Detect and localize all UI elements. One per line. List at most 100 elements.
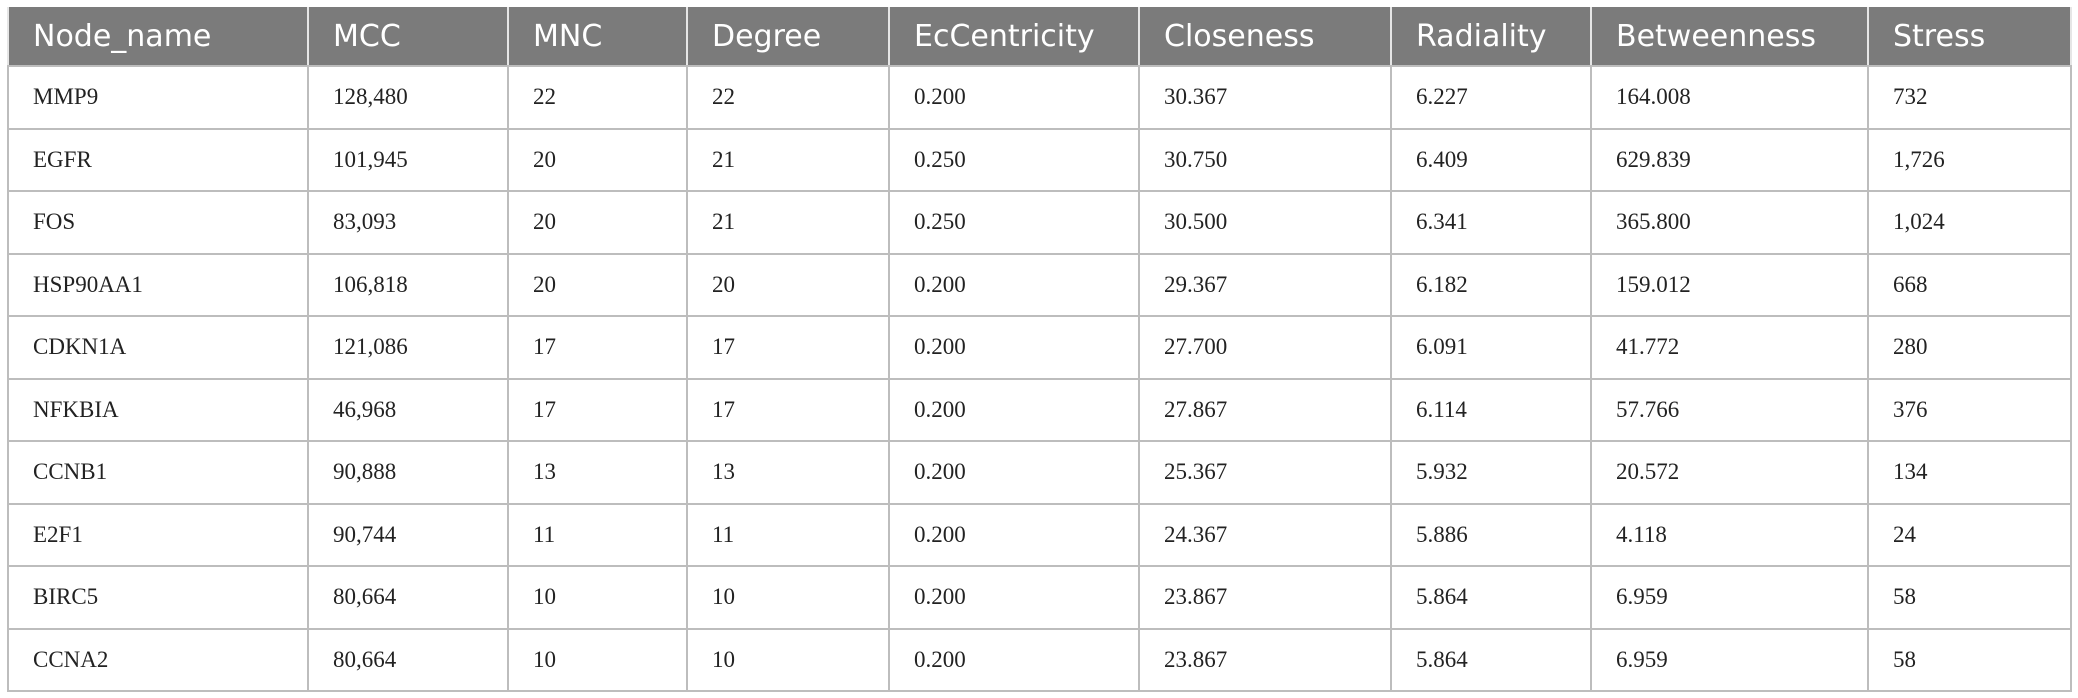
table-cell: 106,818: [307, 252, 509, 317]
table-cell: 6.227: [1390, 65, 1592, 130]
table-body: MMP9 128,480 22 22 0.200 30.367 6.227 164.008 73…: [7, 65, 2072, 692]
table-cell: 732: [1867, 65, 2072, 130]
table-cell: 21: [686, 127, 890, 192]
table-cell: 0.200: [888, 315, 1140, 380]
header-cell: Betweenness: [1590, 7, 1869, 67]
table-cell: 5.864: [1390, 565, 1592, 630]
table-cell: 20: [507, 127, 688, 192]
table-cell: BIRC5: [7, 565, 309, 630]
table-cell: 280: [1867, 315, 2072, 380]
table-cell: 46,968: [307, 377, 509, 442]
table-header: Node_name MCC MNC Degree EcCentricity Closene…: [7, 7, 2072, 67]
table-cell: 6.409: [1390, 127, 1592, 192]
table-cell: 24.367: [1138, 502, 1392, 567]
table-cell: 1,726: [1867, 127, 2072, 192]
table-cell: 30.367: [1138, 65, 1392, 130]
table-cell: 80,664: [307, 627, 509, 692]
header-cell: Closeness: [1138, 7, 1392, 67]
table-cell: 6.114: [1390, 377, 1592, 442]
table-cell: 376: [1867, 377, 2072, 442]
table-cell: 629.839: [1590, 127, 1869, 192]
table-cell: 25.367: [1138, 440, 1392, 505]
table-cell: 5.864: [1390, 627, 1592, 692]
table-cell: 24: [1867, 502, 2072, 567]
table-cell: 30.750: [1138, 127, 1392, 192]
table-cell: 13: [507, 440, 688, 505]
table-cell: 6.959: [1590, 627, 1869, 692]
table-cell: 10: [507, 627, 688, 692]
table-cell: HSP90AA1: [7, 252, 309, 317]
header-cell: EcCentricity: [888, 7, 1140, 67]
table-cell: 57.766: [1590, 377, 1869, 442]
header-cell: Degree: [686, 7, 890, 67]
table-cell: 0.250: [888, 190, 1140, 255]
table-cell: 0.250: [888, 127, 1140, 192]
table-cell: 22: [686, 65, 890, 130]
table-cell: 10: [686, 565, 890, 630]
table-cell: 0.200: [888, 502, 1140, 567]
table-cell: 17: [686, 377, 890, 442]
table-cell: 17: [507, 377, 688, 442]
table-cell: CCNB1: [7, 440, 309, 505]
table-cell: 6.341: [1390, 190, 1592, 255]
table-cell: 101,945: [307, 127, 509, 192]
table-cell: 22: [507, 65, 688, 130]
table-cell: 121,086: [307, 315, 509, 380]
table-cell: 23.867: [1138, 565, 1392, 630]
table-cell: 29.367: [1138, 252, 1392, 317]
table-cell: CDKN1A: [7, 315, 309, 380]
table-cell: 41.772: [1590, 315, 1869, 380]
table-cell: 90,888: [307, 440, 509, 505]
table-cell: 11: [686, 502, 890, 567]
table-cell: 1,024: [1867, 190, 2072, 255]
data-table: Node_name MCC MNC Degree EcCentricity Closene…: [7, 7, 2072, 692]
table-cell: 23.867: [1138, 627, 1392, 692]
table-cell: 0.200: [888, 565, 1140, 630]
table-cell: 13: [686, 440, 890, 505]
table-cell: 20: [507, 190, 688, 255]
table-cell: 21: [686, 190, 890, 255]
table-cell: 0.200: [888, 65, 1140, 130]
table-cell: 0.200: [888, 440, 1140, 505]
header-cell: Stress: [1867, 7, 2072, 67]
table-row: BIRC5 80,664 10 10 0.200 23.867 5.864 6.959 58: [7, 565, 2072, 630]
table-cell: 4.118: [1590, 502, 1869, 567]
header-cell: Node_name: [7, 7, 309, 67]
table-container: Node_name MCC MNC Degree EcCentricity Closene…: [7, 7, 2072, 692]
table-cell: 10: [686, 627, 890, 692]
table-cell: 365.800: [1590, 190, 1869, 255]
table-cell: 11: [507, 502, 688, 567]
table-cell: 58: [1867, 565, 2072, 630]
table-row: FOS 83,093 20 21 0.250 30.500 6.341 365.800 1,02…: [7, 190, 2072, 255]
table-cell: E2F1: [7, 502, 309, 567]
table-cell: 17: [686, 315, 890, 380]
table-cell: 5.932: [1390, 440, 1592, 505]
table-cell: 6.182: [1390, 252, 1592, 317]
table-cell: 5.886: [1390, 502, 1592, 567]
table-cell: 17: [507, 315, 688, 380]
table-cell: CCNA2: [7, 627, 309, 692]
table-row: E2F1 90,744 11 11 0.200 24.367 5.886 4.118 24: [7, 502, 2072, 567]
table-row: EGFR 101,945 20 21 0.250 30.750 6.409 629.839 1,…: [7, 127, 2072, 192]
table-cell: 20: [507, 252, 688, 317]
table-cell: FOS: [7, 190, 309, 255]
table-row: CCNA2 80,664 10 10 0.200 23.867 5.864 6.959 58: [7, 627, 2072, 692]
table-cell: 668: [1867, 252, 2072, 317]
table-row: CDKN1A 121,086 17 17 0.200 27.700 6.091 41.772 2…: [7, 315, 2072, 380]
table-cell: 80,664: [307, 565, 509, 630]
table-cell: 128,480: [307, 65, 509, 130]
table-cell: 6.959: [1590, 565, 1869, 630]
table-row: HSP90AA1 106,818 20 20 0.200 29.367 6.182 159.0…: [7, 252, 2072, 317]
table-cell: MMP9: [7, 65, 309, 130]
table-cell: 10: [507, 565, 688, 630]
table-row: NFKBIA 46,968 17 17 0.200 27.867 6.114 57.766 37…: [7, 377, 2072, 442]
table-cell: 20: [686, 252, 890, 317]
table-cell: 0.200: [888, 627, 1140, 692]
table-cell: EGFR: [7, 127, 309, 192]
table-cell: 27.700: [1138, 315, 1392, 380]
header-row: Node_name MCC MNC Degree EcCentricity Closene…: [7, 7, 2072, 67]
table-cell: 164.008: [1590, 65, 1869, 130]
table-cell: 159.012: [1590, 252, 1869, 317]
header-cell: MCC: [307, 7, 509, 67]
